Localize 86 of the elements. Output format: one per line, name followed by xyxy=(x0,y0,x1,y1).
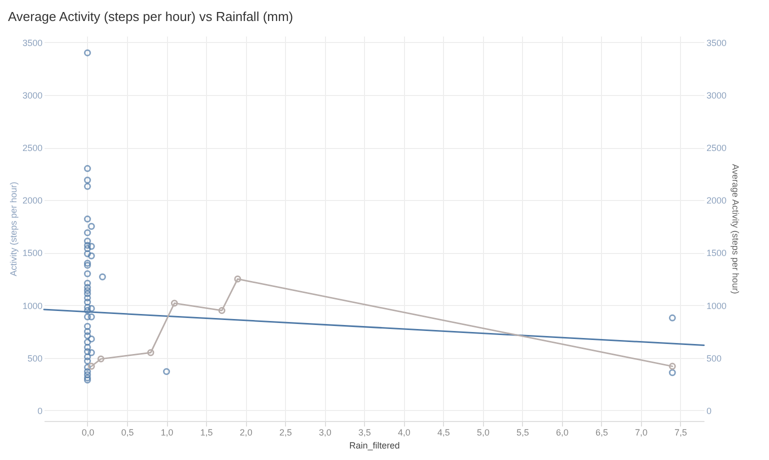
y-tick-label: 3000 xyxy=(22,90,42,100)
y-tick-label: 3500 xyxy=(22,38,42,48)
point xyxy=(84,270,91,278)
y2-tick-label: 0 xyxy=(706,406,712,416)
point xyxy=(88,304,95,312)
x-tick-label: 0,0 xyxy=(82,428,94,438)
point xyxy=(84,338,91,346)
x-tick-label: 0,5 xyxy=(121,428,134,438)
point xyxy=(668,314,676,322)
point xyxy=(84,344,91,351)
point xyxy=(84,364,91,371)
y2-tick-label: 1000 xyxy=(706,300,727,311)
x-tick-label: 6,5 xyxy=(595,428,608,438)
point xyxy=(84,298,91,306)
point xyxy=(84,49,91,56)
point xyxy=(88,349,95,356)
point xyxy=(84,368,91,376)
x-tick-label: 7,0 xyxy=(635,428,648,438)
point xyxy=(218,307,226,314)
point xyxy=(84,290,91,298)
y2-tick-label: 500 xyxy=(706,353,722,364)
point xyxy=(88,335,95,342)
point xyxy=(84,229,91,236)
point xyxy=(84,242,91,249)
point xyxy=(163,368,170,376)
point xyxy=(84,294,91,302)
point xyxy=(88,242,95,250)
point xyxy=(84,287,91,294)
point xyxy=(84,307,91,314)
y2-axis-title: Average Activity (steps per hour) xyxy=(730,164,741,294)
point xyxy=(147,349,154,356)
x-tick-label: 1,0 xyxy=(160,428,174,438)
point xyxy=(84,280,91,287)
point xyxy=(84,238,91,245)
point xyxy=(84,348,91,356)
x-tick-label: 3,5 xyxy=(358,428,371,438)
y2-tick-label: 2000 xyxy=(706,196,727,206)
y-tick-label: 1500 xyxy=(22,248,42,258)
point xyxy=(84,216,91,223)
y2-tick-label: 3000 xyxy=(706,90,727,100)
chart-title: Average Activity (steps per hour) vs Rainfall (mm) xyxy=(8,9,294,24)
y-axis-title: Activity (steps per hour) xyxy=(8,182,18,276)
point xyxy=(84,332,91,340)
x-tick-label: 2,0 xyxy=(240,428,252,438)
point xyxy=(668,369,676,376)
x-tick-label: 4,5 xyxy=(437,428,450,438)
point xyxy=(84,262,91,269)
point xyxy=(84,304,91,311)
point xyxy=(99,273,106,280)
point xyxy=(84,374,91,382)
y-tick-label: 500 xyxy=(27,353,42,364)
x-tick-label: 4,0 xyxy=(398,428,410,438)
point xyxy=(84,322,91,330)
x-tick-label: 3,0 xyxy=(318,428,332,438)
x-tick-label: 5,5 xyxy=(516,428,529,438)
point xyxy=(84,353,91,360)
point xyxy=(84,245,91,252)
y2-tick-label: 1500 xyxy=(706,248,727,258)
y-tick-label: 0 xyxy=(37,406,42,416)
y-tick-label: 1000 xyxy=(22,300,42,311)
point xyxy=(88,252,95,260)
point xyxy=(84,182,91,190)
point xyxy=(84,176,91,184)
x-tick-label: 7,5 xyxy=(674,428,688,438)
point xyxy=(84,328,91,336)
y2-tick-label: 2500 xyxy=(706,143,727,154)
y-tick-label: 2000 xyxy=(22,196,42,206)
point xyxy=(84,260,91,267)
y2-tick-label: 3500 xyxy=(706,38,727,48)
x-tick-label: 6,0 xyxy=(556,428,568,438)
point xyxy=(84,250,91,258)
x-tick-label: 1,5 xyxy=(200,428,213,438)
y-tick-label: 2500 xyxy=(22,143,42,154)
point xyxy=(88,313,95,320)
point xyxy=(97,355,104,362)
x-tick-label: 2,5 xyxy=(279,428,292,438)
point xyxy=(88,222,95,230)
point xyxy=(234,276,242,282)
point xyxy=(84,358,91,365)
point xyxy=(84,313,91,320)
x-axis-title: Rain_filtered xyxy=(349,440,400,450)
point xyxy=(84,371,91,378)
point xyxy=(84,284,91,291)
x-tick-label: 5,0 xyxy=(476,428,490,438)
point xyxy=(84,165,91,172)
point xyxy=(170,300,178,307)
